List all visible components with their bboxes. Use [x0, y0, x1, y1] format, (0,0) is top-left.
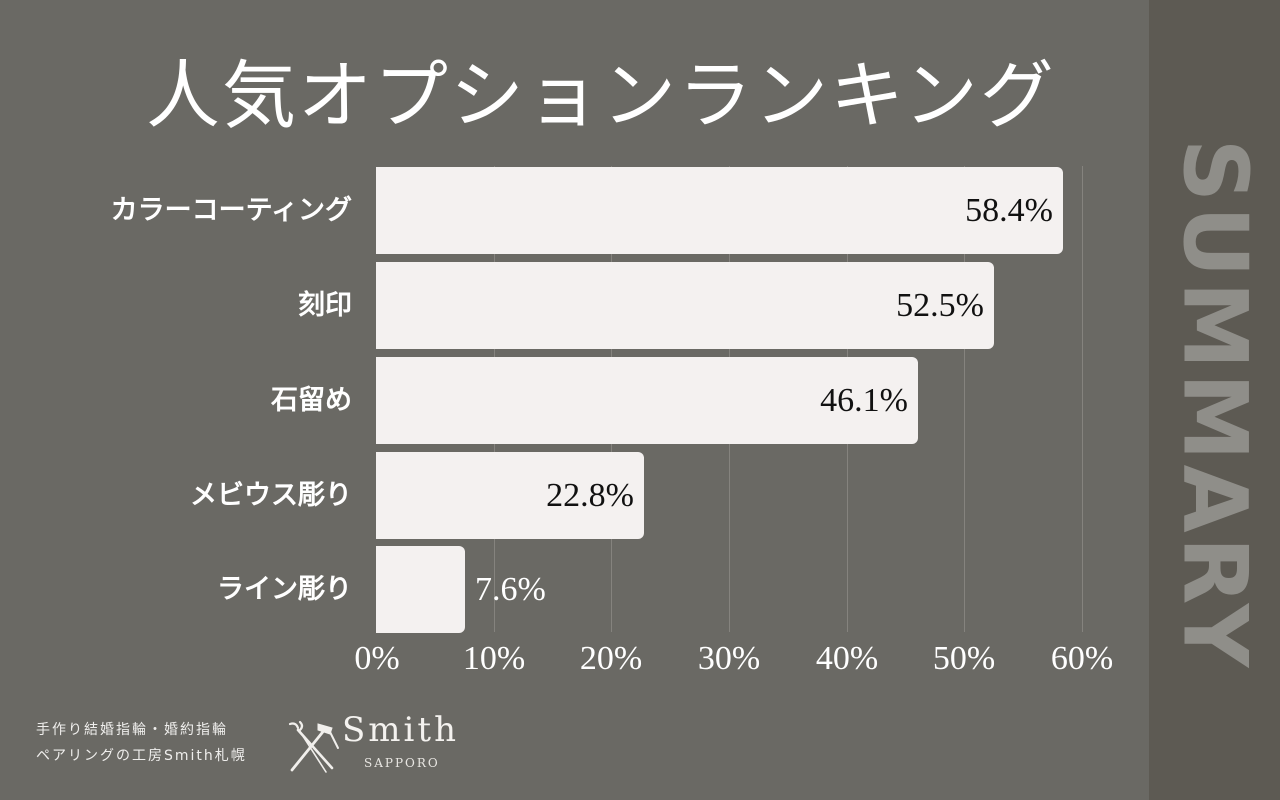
- value-label: 7.6%: [475, 571, 546, 608]
- x-tick: 10%: [462, 640, 526, 677]
- category-label: メビウス彫り: [190, 480, 352, 511]
- bar-mobius-carving: [376, 452, 644, 539]
- x-tick: 30%: [697, 640, 761, 677]
- footer-line-1: 手作り結婚指輪・婚約指輪: [36, 722, 228, 738]
- x-tick: 0%: [354, 640, 400, 677]
- value-label: 46.1%: [820, 382, 908, 419]
- pliers-hammer-crossed-icon: [288, 720, 339, 773]
- bar-chart: 58.4% 52.5% 46.1% 22.8% 7.6%: [376, 160, 1156, 633]
- gridline-60: [1082, 166, 1083, 632]
- summary-sidebar: [1149, 0, 1280, 800]
- footer-line-2: ペアリングの工房Smith札幌: [36, 748, 247, 764]
- bar-color-coating: [376, 167, 1063, 254]
- value-label: 52.5%: [896, 287, 984, 324]
- x-tick: 40%: [815, 640, 879, 677]
- category-label: 石留め: [271, 385, 352, 416]
- bar-line-carving: [376, 546, 465, 633]
- value-label: 58.4%: [965, 192, 1053, 229]
- category-label: 刻印: [298, 290, 352, 321]
- bar-stone-setting: [376, 357, 918, 444]
- x-tick: 60%: [1050, 640, 1114, 677]
- category-label: カラーコーティング: [110, 195, 352, 226]
- gridline-50: [964, 166, 965, 632]
- footer-tagline: 手作り結婚指輪・婚約指輪 ペアリングの工房Smith札幌: [36, 717, 247, 769]
- category-label: ライン彫り: [217, 574, 352, 605]
- page-title: 人気オプションランキング: [146, 53, 1056, 139]
- logo-location: SAPPORO: [364, 756, 440, 770]
- summary-label: SUMMARY: [1163, 138, 1267, 672]
- x-tick: 20%: [579, 640, 643, 677]
- logo-wordmark: Smith: [342, 710, 459, 750]
- smith-logo: Smith SAPPORO: [286, 710, 466, 778]
- bar-engraving: [376, 262, 994, 349]
- value-label: 22.8%: [546, 477, 634, 514]
- x-tick: 50%: [932, 640, 996, 677]
